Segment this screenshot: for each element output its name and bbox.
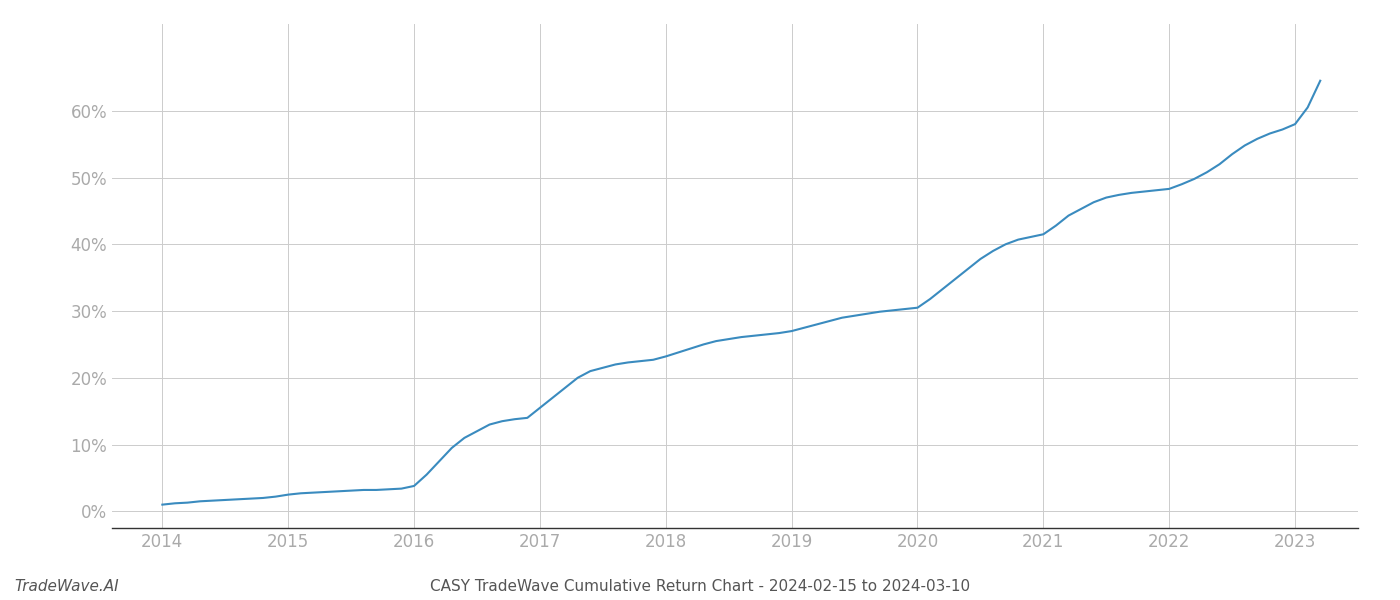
Text: CASY TradeWave Cumulative Return Chart - 2024-02-15 to 2024-03-10: CASY TradeWave Cumulative Return Chart -… (430, 579, 970, 594)
Text: TradeWave.AI: TradeWave.AI (14, 579, 119, 594)
